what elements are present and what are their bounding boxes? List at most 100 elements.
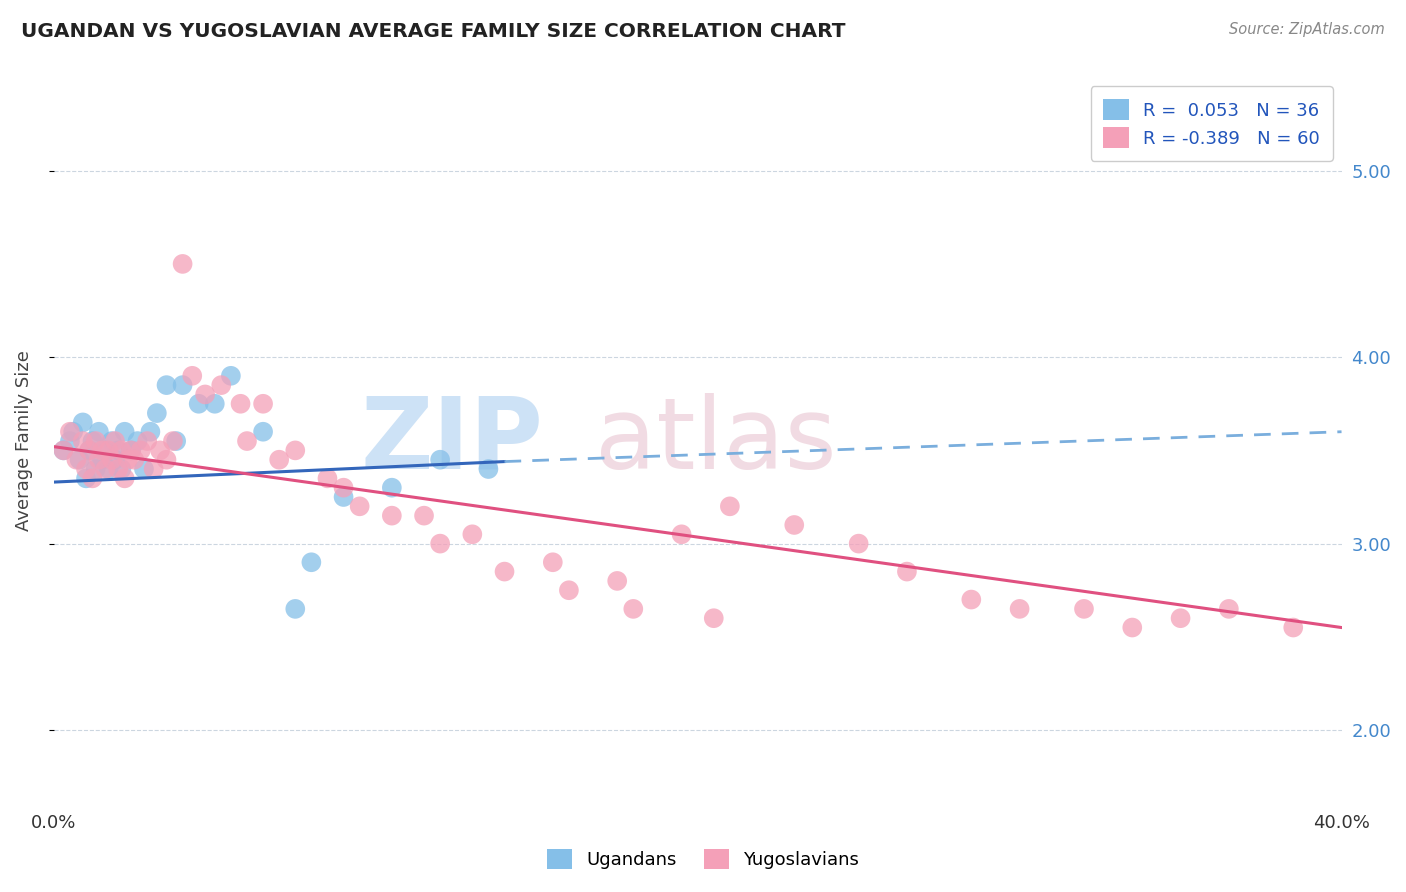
Point [155, 378, 177, 392]
Point [75, 462, 97, 476]
Point [558, 583, 581, 598]
Point [204, 397, 226, 411]
Point [149, 443, 172, 458]
Point [77, 443, 100, 458]
Point [146, 406, 169, 420]
Point [181, 368, 204, 383]
Point [104, 434, 127, 448]
Point [332, 490, 354, 504]
Point [127, 434, 149, 448]
Point [82, 471, 104, 485]
Point [59, 425, 82, 439]
Point [129, 443, 152, 458]
Point [139, 425, 162, 439]
Point [896, 565, 918, 579]
Point [1282, 621, 1305, 635]
Point [299, 555, 322, 569]
Point [1218, 602, 1240, 616]
Point [429, 452, 451, 467]
Point [209, 378, 232, 392]
Point [252, 425, 274, 439]
Point [107, 443, 129, 458]
Point [82, 434, 104, 448]
Point [229, 397, 252, 411]
Text: Source: ZipAtlas.com: Source: ZipAtlas.com [1229, 22, 1385, 37]
Point [541, 555, 564, 569]
Point [65, 452, 87, 467]
Point [461, 527, 484, 541]
Point [187, 397, 209, 411]
Point [783, 518, 806, 533]
Point [1008, 602, 1031, 616]
Point [77, 443, 100, 458]
Point [120, 443, 142, 458]
Point [107, 462, 129, 476]
Point [165, 434, 187, 448]
Point [494, 565, 516, 579]
Point [1121, 621, 1143, 635]
Text: UGANDAN VS YUGOSLAVIAN AVERAGE FAMILY SIZE CORRELATION CHART: UGANDAN VS YUGOSLAVIAN AVERAGE FAMILY SI… [21, 22, 845, 41]
Point [848, 536, 870, 550]
Point [142, 462, 165, 476]
Point [114, 425, 136, 439]
Point [52, 443, 75, 458]
Point [155, 452, 177, 467]
Point [91, 452, 114, 467]
Point [332, 481, 354, 495]
Point [97, 443, 120, 458]
Point [124, 452, 146, 467]
Point [84, 434, 107, 448]
Point [381, 508, 404, 523]
Point [172, 378, 194, 392]
Point [172, 257, 194, 271]
Point [413, 508, 436, 523]
Point [94, 443, 117, 458]
Point [1073, 602, 1095, 616]
Point [84, 462, 107, 476]
Point [703, 611, 725, 625]
Point [269, 452, 291, 467]
Point [69, 452, 91, 467]
Point [97, 462, 120, 476]
Point [621, 602, 644, 616]
Point [381, 481, 404, 495]
Legend: Ugandans, Yugoslavians: Ugandans, Yugoslavians [537, 839, 869, 879]
Y-axis label: Average Family Size: Average Family Size [15, 351, 32, 532]
Point [284, 443, 307, 458]
Point [110, 443, 132, 458]
Point [120, 443, 142, 458]
Point [91, 443, 114, 458]
Point [114, 471, 136, 485]
Point [75, 471, 97, 485]
Legend: R =  0.053   N = 36, R = -0.389   N = 60: R = 0.053 N = 36, R = -0.389 N = 60 [1091, 87, 1333, 161]
Text: ZIP: ZIP [360, 392, 543, 490]
Point [349, 500, 371, 514]
Point [252, 397, 274, 411]
Text: atlas: atlas [595, 392, 837, 490]
Point [960, 592, 983, 607]
Point [72, 434, 94, 448]
Point [219, 368, 242, 383]
Point [87, 452, 110, 467]
Point [606, 574, 628, 588]
Point [72, 416, 94, 430]
Point [316, 471, 339, 485]
Point [101, 452, 124, 467]
Point [117, 452, 139, 467]
Point [284, 602, 307, 616]
Point [429, 536, 451, 550]
Point [718, 500, 741, 514]
Point [87, 425, 110, 439]
Point [101, 434, 124, 448]
Point [52, 443, 75, 458]
Point [136, 434, 159, 448]
Point [104, 452, 127, 467]
Point [194, 387, 217, 401]
Point [236, 434, 259, 448]
Point [671, 527, 693, 541]
Point [62, 425, 84, 439]
Point [162, 434, 184, 448]
Point [94, 462, 117, 476]
Point [132, 462, 155, 476]
Point [1170, 611, 1192, 625]
